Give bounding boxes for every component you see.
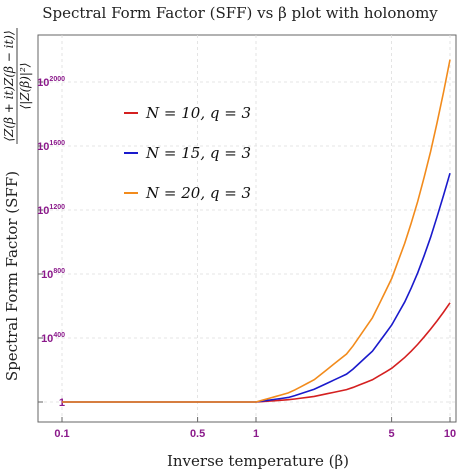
x-axis-title: Inverse temperature (β) — [167, 452, 349, 470]
ticks: 0.1 0.5 1 5 10 1 10400 10800 101200 101600 102000 — [37, 76, 456, 440]
chart-title: Spectral Form Factor (SFF) vs β plot wit… — [42, 4, 438, 22]
x-tick-label: 0.1 — [54, 428, 69, 440]
plot-frame — [37, 34, 457, 423]
y-axis-formula-numerator: ⟨Z(β + it)Z(β − it)⟩ — [2, 30, 16, 141]
x-tick-label: 1 — [253, 428, 259, 440]
y-tick-label: 10400 — [41, 332, 65, 345]
y-tick-label: 1 — [59, 397, 65, 409]
legend: N = 10, q = 3 N = 15, q = 3 N = 20, q = 3 — [124, 104, 251, 202]
x-tick-label: 5 — [389, 428, 395, 440]
y-tick-label: 101200 — [37, 204, 65, 217]
y-axis-label: Spectral Form Factor (SFF) — [3, 171, 21, 381]
legend-label-1: N = 10, q = 3 — [145, 104, 251, 122]
grid — [38, 35, 456, 422]
series-lines — [62, 59, 451, 403]
y-axis-formula-denominator: ⟨|Z(β)|²⟩ — [18, 63, 32, 110]
legend-label-3: N = 20, q = 3 — [145, 184, 251, 202]
x-tick-label: 0.5 — [190, 428, 205, 440]
y-axis-title: Spectral Form Factor (SFF) ⟨Z(β + it)Z(β… — [2, 28, 32, 381]
legend-label-2: N = 15, q = 3 — [145, 144, 251, 162]
y-tick-label: 101600 — [37, 140, 65, 153]
y-tick-label: 102000 — [37, 76, 65, 89]
series-line-3 — [62, 59, 451, 403]
x-tick-label: 10 — [444, 428, 456, 440]
y-tick-label: 10800 — [41, 268, 65, 281]
